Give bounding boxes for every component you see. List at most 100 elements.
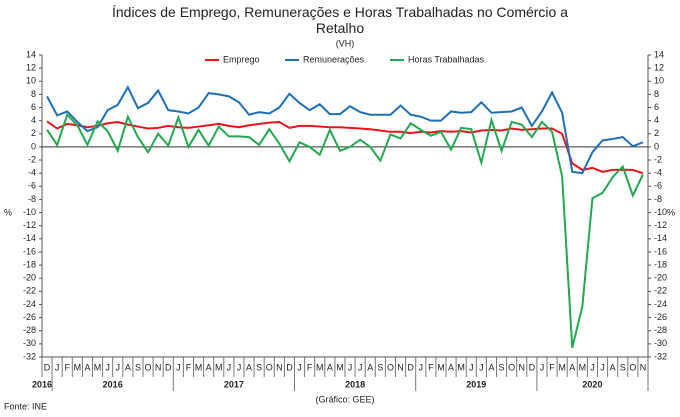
x-tick-label: N [519,362,526,372]
year-label: 2019 [466,379,486,389]
x-tick-label: D [44,362,51,372]
x-tick-label: D [529,362,536,372]
y-tick-label: -4 [28,168,36,178]
x-tick-label: J [105,362,110,372]
x-tick-label: S [499,362,505,372]
x-tick-label: M [195,362,203,372]
chart-title: Índices de Emprego, Remunerações e Horas… [111,4,569,36]
y-tick-label: 6 [31,102,36,112]
x-tick-label: M [457,362,465,372]
y2-tick-label: 4 [654,115,659,125]
y2-tick-label: 0 [654,141,659,151]
y-axis-label: % [4,207,12,217]
y2-tick-label: -16 [654,246,667,256]
y-tick-label: -16 [23,246,36,256]
x-tick-label: J [540,362,545,372]
y-tick-label: -26 [23,312,36,322]
y2-tick-label: -22 [654,286,667,296]
x-tick-label: S [135,362,141,372]
chart-subtitle: (VH) [336,38,355,48]
x-tick-label: M [74,362,82,372]
y2-tick-label: -24 [654,299,667,309]
y-tick-label: -20 [23,273,36,283]
x-tick-label: M [437,362,445,372]
x-tick-label: D [286,362,293,372]
year-label: 2020 [582,379,602,389]
legend-label: Remunerações [303,54,365,64]
y2-tick-label: -32 [654,351,667,361]
y2-tick-label: -30 [654,338,667,348]
y-tick-label: 0 [31,141,36,151]
year-label: 2016 [103,379,123,389]
y-tick-label: -30 [23,338,36,348]
y2-tick-label: -26 [654,312,667,322]
y-tick-label: -12 [23,220,36,230]
y-tick-label: -2 [28,154,36,164]
x-tick-label: O [629,362,636,372]
x-tick-label: O [387,362,394,372]
x-tick-label: M [316,362,324,372]
y2-tick-label: -10 [654,207,667,217]
x-tick-label: N [155,362,162,372]
x-tick-label: J [227,362,232,372]
x-tick-label: A [246,362,252,372]
y2-tick-label: -8 [654,194,662,204]
x-tick-label: A [610,362,616,372]
series-line [46,120,644,175]
x-tick-label: M [558,362,566,372]
x-tick-label: D [407,362,414,372]
year-label: 2018 [345,379,365,389]
x-tick-label: F [428,362,434,372]
x-tick-label: N [640,362,647,372]
y2-tick-label: 12 [654,63,664,73]
x-tick-label: O [508,362,515,372]
y2-tick-label: -18 [654,259,667,269]
y-tick-label: 8 [31,89,36,99]
y-tick-label: -28 [23,325,36,335]
y-tick-label: 2 [31,128,36,138]
y-tick-label: -18 [23,259,36,269]
x-tick-label: A [488,362,494,372]
source: Fonte: INE [4,401,47,411]
y2-tick-label: 6 [654,102,659,112]
y-tick-label: -10 [23,207,36,217]
x-tick-label: J [116,362,121,372]
legend-label: Horas Trabalhadas [408,54,485,64]
y2-tick-label: -28 [654,325,667,335]
y-tick-label: -32 [23,351,36,361]
y-tick-label: 10 [26,76,36,86]
x-tick-label: F [65,362,71,372]
x-tick-label: J [297,362,302,372]
x-tick-label: A [448,362,454,372]
x-tick-label: J [176,362,181,372]
y2-tick-label: -6 [654,181,662,191]
y-tick-label: -8 [28,194,36,204]
x-tick-label: A [84,362,90,372]
x-tick-label: J [348,362,353,372]
y2-tick-label: 10 [654,76,664,86]
x-tick-label: J [419,362,424,372]
x-tick-label: F [549,362,555,372]
x-tick-label: F [186,362,192,372]
credit: (Gráfico: GEE) [315,394,374,404]
x-tick-label: S [256,362,262,372]
year-label: 2016 [32,379,52,389]
y-tick-label: -6 [28,181,36,191]
y-tick-label: -24 [23,299,36,309]
x-tick-label: S [377,362,383,372]
x-tick-label: J [600,362,605,372]
y2-tick-label: 8 [654,89,659,99]
x-tick-label: J [479,362,484,372]
y-tick-label: 12 [26,63,36,73]
x-tick-label: A [569,362,575,372]
y2-tick-label: -2 [654,154,662,164]
x-tick-label: M [336,362,344,372]
x-tick-label: F [307,362,313,372]
x-tick-label: N [397,362,404,372]
x-tick-label: J [469,362,474,372]
x-tick-label: M [215,362,223,372]
series-line [46,112,644,349]
x-tick-label: A [125,362,131,372]
x-tick-label: S [620,362,626,372]
